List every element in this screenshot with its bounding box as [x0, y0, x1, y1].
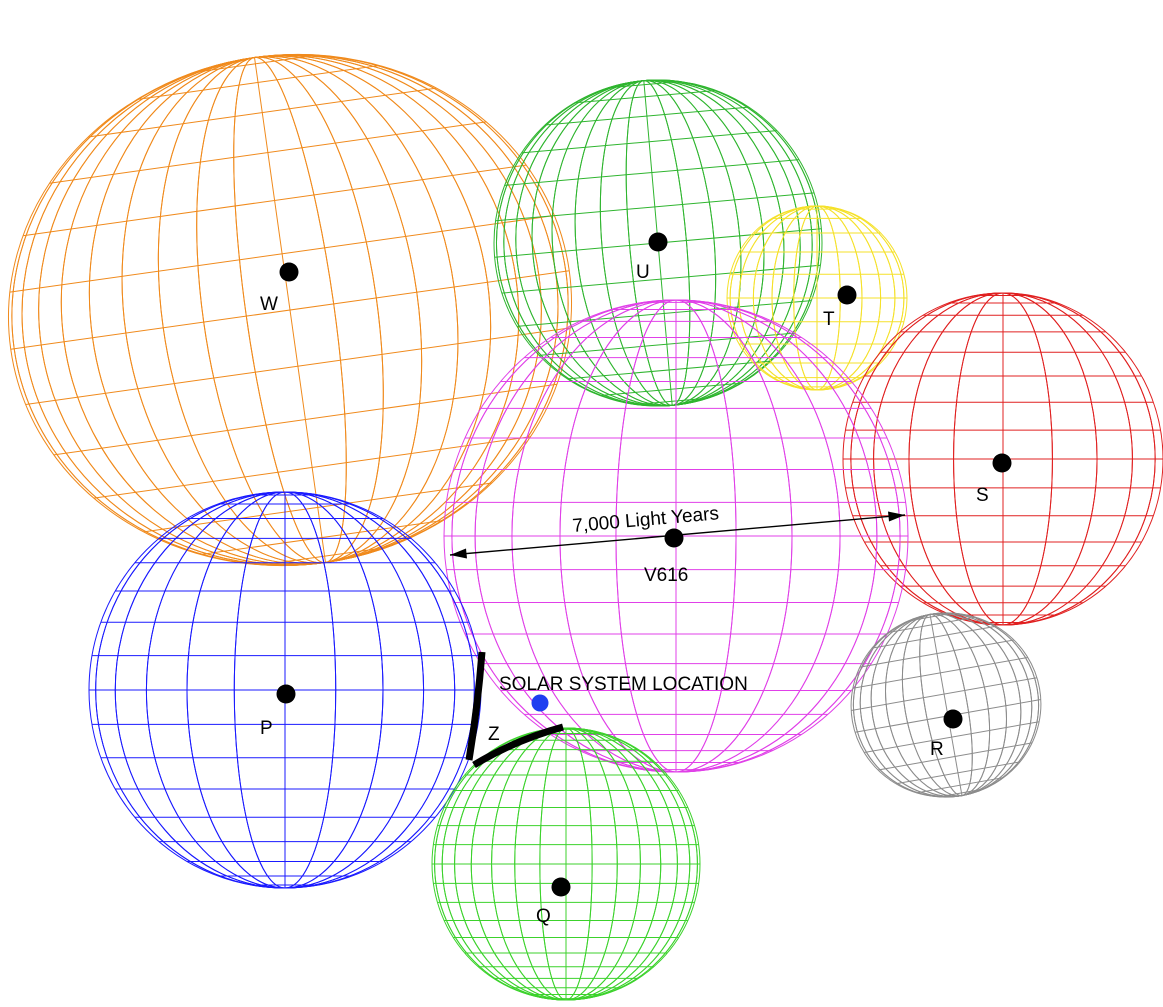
- sphere-u-center-dot: [648, 232, 668, 252]
- zone-z-boundary: Z: [465, 651, 564, 768]
- longitude-line: [21, 54, 559, 566]
- zone-z-label: Z: [488, 724, 500, 745]
- longitude-line: [929, 614, 963, 796]
- longitude-line: [729, 205, 905, 391]
- longitude-line: [254, 57, 326, 563]
- longitude-line: [850, 292, 1156, 626]
- sphere-t-center: T: [823, 285, 857, 330]
- sphere-q-center-dot: [551, 877, 571, 897]
- sphere-t-label: T: [823, 309, 835, 330]
- sphere-p: [88, 491, 482, 889]
- sphere-t-center-dot: [837, 285, 857, 305]
- sphere-v616-center: V616: [644, 528, 688, 586]
- solar-system-dot: [531, 694, 549, 712]
- sphere-w-center-dot: [279, 262, 299, 282]
- sphere-v616: [443, 299, 909, 773]
- sphere-u: [493, 79, 823, 407]
- zone-z-lower-arc: [472, 723, 564, 768]
- sphere-u-label: U: [636, 262, 650, 283]
- sphere-w-label: W: [260, 294, 278, 315]
- solar-system-marker: SOLAR SYSTEM LOCATION: [499, 674, 748, 712]
- longitude-line: [451, 299, 901, 773]
- sphere-q-label: Q: [536, 906, 551, 927]
- sphere-s-center: S: [976, 453, 1012, 506]
- sphere-w-center: W: [260, 262, 299, 315]
- arrowhead-right: [888, 511, 905, 522]
- longitude-line: [495, 79, 821, 407]
- sphere-w: [7, 53, 573, 567]
- longitude-line: [95, 491, 475, 889]
- sphere-v616-center-dot: [664, 528, 684, 548]
- sphere-p-center: P: [260, 684, 296, 739]
- measurement-label: 7,000 Light Years: [572, 503, 720, 537]
- sphere-q-center: Q: [536, 877, 571, 927]
- sphere-v616-label: V616: [644, 565, 688, 586]
- centers-layer: W U T S V616 R P Q: [260, 232, 1012, 927]
- arrowhead-left: [450, 548, 467, 559]
- sphere-r-center: R: [930, 709, 963, 760]
- sphere-u-center: U: [636, 232, 668, 283]
- sphere-r-label: R: [930, 739, 944, 760]
- longitude-line: [852, 612, 1040, 798]
- sphere-t: [726, 205, 908, 391]
- sphere-r: [850, 612, 1042, 798]
- sphere-p-center-dot: [276, 684, 296, 704]
- sphere-s-center-dot: [992, 453, 1012, 473]
- sphere-r-center-dot: [943, 709, 963, 729]
- sphere-p-label: P: [260, 718, 273, 739]
- sphere-w-outline: [7, 53, 573, 567]
- sphere-q: [431, 727, 701, 1001]
- zone-z-left-arc: [465, 651, 486, 761]
- solar-system-label: SOLAR SYSTEM LOCATION: [499, 674, 748, 695]
- spheres-layer: [7, 53, 1163, 1001]
- longitude-line: [21, 54, 559, 566]
- sphere-s-label: S: [976, 485, 989, 506]
- longitude-line: [434, 727, 698, 1001]
